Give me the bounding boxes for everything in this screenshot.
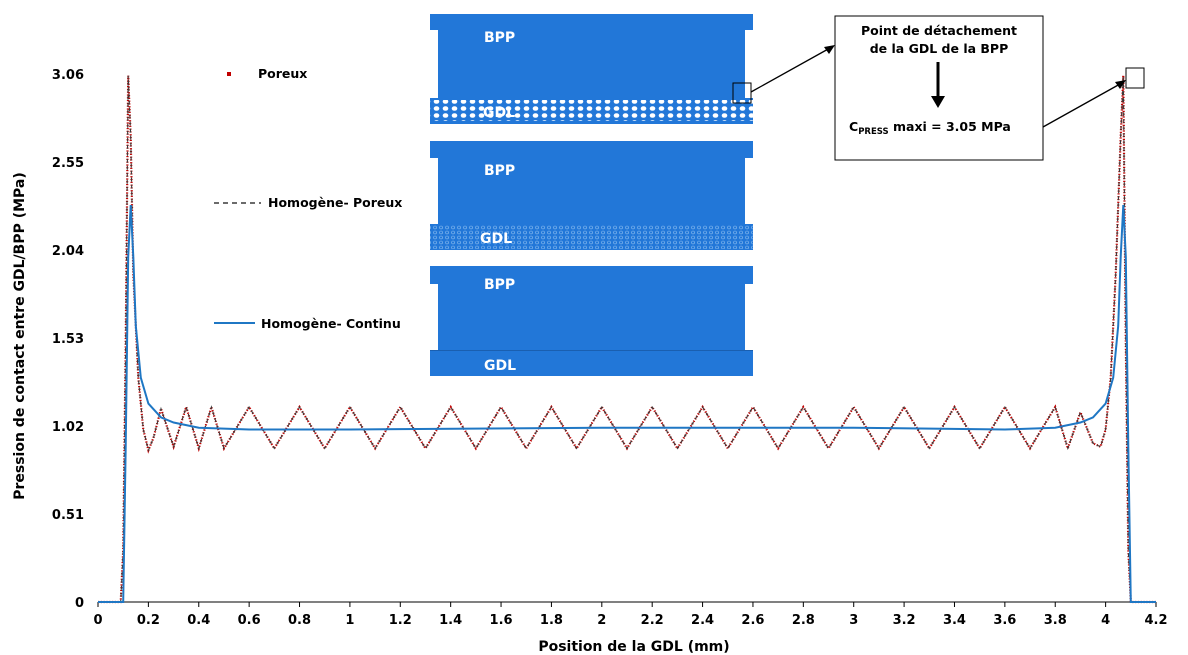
series-homogene-continu — [98, 205, 1156, 603]
x-tick-label: 1.6 — [490, 613, 513, 628]
x-tick-label: 0.8 — [288, 613, 311, 628]
zoom-box-right — [1125, 67, 1145, 89]
bpp-block — [430, 141, 753, 224]
callout-down-arrowhead — [931, 96, 945, 108]
gdl-pores — [430, 100, 753, 121]
x-tick-label: 2.6 — [741, 613, 764, 628]
x-tick-label: 2.2 — [641, 613, 664, 628]
legend: Poreux Homogène- Poreux Homogène- Contin… — [214, 66, 402, 331]
x-tick-label: 2 — [597, 613, 606, 628]
legend-label-poreux: Poreux — [258, 66, 307, 81]
x-tick-label: 3.4 — [943, 613, 966, 628]
series-layer — [98, 75, 1156, 604]
gdl-layer — [430, 350, 753, 376]
callout-pointer-right — [1042, 83, 1121, 128]
y-tick-label: 1.53 — [52, 332, 84, 347]
x-tick-label: 0.2 — [137, 613, 160, 628]
series-homogene-poreux — [98, 75, 1156, 603]
gdl-pores — [430, 225, 753, 249]
gdl-label: GDL — [480, 231, 512, 247]
callout-line1: Point de détachement — [861, 23, 1017, 38]
x-tick-label: 3.2 — [893, 613, 916, 628]
x-axis-ticks: 0 0.2 0.4 0.6 0.8 1 1.2 1.4 1.6 1.8 2 2.2 2.4 2.6 2.8 3… — [93, 602, 1168, 628]
callout-line2: de la GDL de la BPP — [870, 41, 1009, 56]
bpp-label: BPP — [484, 163, 515, 179]
x-tick-label: 3 — [849, 613, 858, 628]
bpp-block — [430, 14, 753, 98]
x-tick-label: 1 — [345, 613, 354, 628]
x-tick-label: 2.4 — [691, 613, 714, 628]
y-tick-label: 0.51 — [52, 508, 84, 523]
y-axis-ticks: 0 0.51 1.02 1.53 2.04 2.55 3.06 — [52, 68, 84, 611]
x-tick-label: 4 — [1101, 613, 1110, 628]
y-tick-label: 1.02 — [52, 420, 84, 435]
y-tick-label: 0 — [75, 596, 84, 611]
zoom-box-left — [732, 82, 752, 104]
x-tick-label: 0.6 — [238, 613, 261, 628]
x-tick-label: 3.6 — [993, 613, 1016, 628]
x-tick-label: 4.2 — [1144, 613, 1167, 628]
x-tick-label: 0.4 — [187, 613, 210, 628]
bpp-label: BPP — [484, 277, 515, 293]
callout-value: CPRESS maxi = 3.05 MPa — [849, 119, 1011, 137]
legend-label-homogene-poreux: Homogène- Poreux — [268, 195, 402, 210]
diagram-panel-homogeneous-porous: BPP GDL — [430, 141, 753, 250]
y-tick-label: 3.06 — [52, 68, 84, 83]
x-axis-title: Position de la GDL (mm) — [538, 639, 729, 655]
gdl-label: GDL — [484, 358, 516, 374]
y-axis-title: Pression de contact entre GDL/BPP (MPa) — [12, 172, 28, 500]
legend-label-homogene-continu: Homogène- Continu — [261, 316, 401, 331]
bpp-gdl-diagrams: BPP GDL BPP GDL BPP GDL — [430, 14, 753, 376]
x-tick-label: 1.4 — [439, 613, 462, 628]
x-tick-label: 1.8 — [540, 613, 563, 628]
bpp-label: BPP — [484, 30, 515, 46]
x-tick-label: 1.2 — [389, 613, 412, 628]
callout-pointer-left — [750, 47, 831, 93]
x-tick-label: 3.8 — [1044, 613, 1067, 628]
diagram-panel-homogeneous-continuous: BPP GDL — [430, 266, 753, 376]
detachment-callout: Point de détachement de la GDL de la BPP… — [750, 15, 1145, 161]
legend-swatch-poreux — [227, 72, 231, 76]
callout-pointer-left-head — [824, 45, 835, 54]
diagram-panel-porous: BPP GDL — [430, 14, 753, 124]
bpp-block — [430, 266, 753, 350]
gdl-label: GDL — [483, 105, 515, 121]
callout-pointer-right-head — [1115, 80, 1126, 89]
x-tick-label: 0 — [93, 613, 102, 628]
x-tick-label: 2.8 — [792, 613, 815, 628]
y-tick-label: 2.55 — [52, 156, 84, 171]
y-tick-label: 2.04 — [52, 244, 84, 259]
